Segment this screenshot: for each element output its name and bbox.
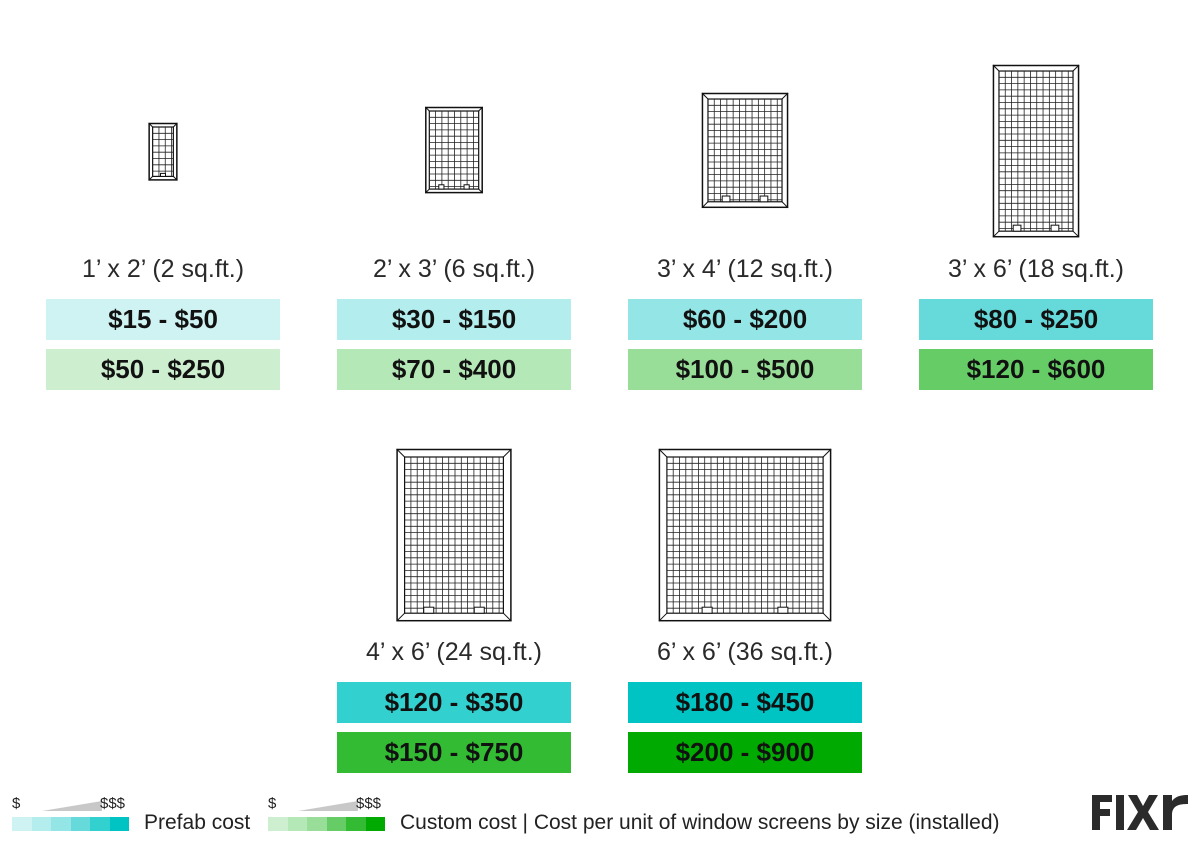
legend-swatch xyxy=(346,817,366,831)
size-label: 4’ x 6’ (24 sq.ft.) xyxy=(366,638,542,666)
custom-price: $70 - $400 xyxy=(337,349,571,390)
legend-custom-wedge-icon xyxy=(298,801,358,811)
legend-swatch xyxy=(70,817,90,831)
custom-price: $100 - $500 xyxy=(628,349,862,390)
legend-custom-scale xyxy=(268,817,385,831)
legend-swatch xyxy=(307,817,327,831)
legend-swatch xyxy=(287,817,307,831)
legend-swatch xyxy=(109,817,129,831)
prefab-price: $60 - $200 xyxy=(628,299,862,340)
custom-price: $50 - $250 xyxy=(46,349,280,390)
legend-prefab-high-symbol: $$$ xyxy=(100,795,126,812)
size-label: 1’ x 2’ (2 sq.ft.) xyxy=(81,255,245,283)
prefab-price: $30 - $150 xyxy=(337,299,571,340)
legend-prefab-low-symbol: $ xyxy=(12,795,21,812)
size-label: 3’ x 4’ (12 sq.ft.) xyxy=(657,255,833,283)
legend-swatch xyxy=(90,817,110,831)
fixr-logo xyxy=(1092,795,1188,836)
custom-price: $120 - $600 xyxy=(919,349,1153,390)
legend-prefab-wedge-icon xyxy=(42,801,102,811)
legend-swatch xyxy=(31,817,51,831)
prefab-price: $80 - $250 xyxy=(919,299,1153,340)
custom-price: $200 - $900 xyxy=(628,732,862,773)
legend-prefab: $ $$$ Prefab cost xyxy=(12,795,252,835)
legend-custom-low-symbol: $ xyxy=(268,795,277,812)
legend-swatch xyxy=(268,817,288,831)
legend-custom-label: Custom cost | Cost per unit of window sc… xyxy=(400,811,1000,834)
legend-prefab-label: Prefab cost xyxy=(144,811,251,834)
legend-custom: $ $$$ Custom cost | Cost per unit of win… xyxy=(268,795,1048,835)
legend-swatch xyxy=(326,817,346,831)
size-label: 6’ x 6’ (36 sq.ft.) xyxy=(657,638,833,666)
legend-prefab-scale xyxy=(12,817,129,831)
legend-swatch xyxy=(12,817,32,831)
legend-swatch xyxy=(51,817,71,831)
size-label: 3’ x 6’ (18 sq.ft.) xyxy=(948,255,1124,283)
size-label: 2’ x 3’ (6 sq.ft.) xyxy=(372,255,536,283)
prefab-price: $15 - $50 xyxy=(46,299,280,340)
prefab-price: $120 - $350 xyxy=(337,682,571,723)
prefab-price: $180 - $450 xyxy=(628,682,862,723)
legend-custom-high-symbol: $$$ xyxy=(356,795,382,812)
custom-price: $150 - $750 xyxy=(337,732,571,773)
legend-swatch xyxy=(365,817,385,831)
